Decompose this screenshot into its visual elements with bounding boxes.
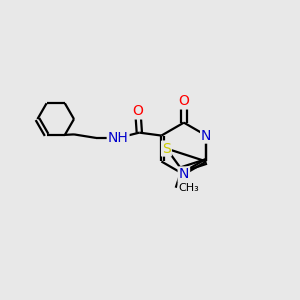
Text: O: O <box>132 104 143 118</box>
Text: NH: NH <box>108 131 128 145</box>
Text: N: N <box>179 167 189 182</box>
Text: O: O <box>178 94 189 108</box>
Text: CH₃: CH₃ <box>178 183 199 193</box>
Text: N: N <box>201 129 211 142</box>
Text: S: S <box>162 142 171 155</box>
